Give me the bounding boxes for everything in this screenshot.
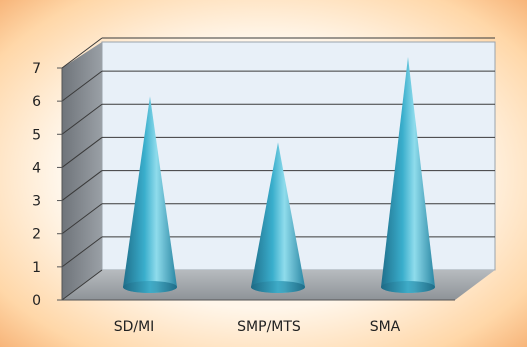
- gridline-side: [61, 236, 103, 268]
- cone-SD/MI: [123, 96, 177, 293]
- cone-base: [381, 281, 435, 293]
- cone-base: [251, 281, 305, 293]
- gridline-side: [61, 170, 103, 201]
- y-tick-label: 4: [32, 160, 41, 176]
- y-tick-label: 5: [32, 127, 41, 143]
- y-tick-label: 2: [32, 227, 41, 243]
- gridlines: [61, 37, 495, 301]
- cone-SMA: [381, 57, 435, 293]
- x-category-label: SD/MI: [114, 319, 155, 335]
- y-tick-label: 6: [32, 94, 41, 110]
- chart-side-wall: [62, 42, 102, 300]
- y-axis-ticks: 0 1 2 3 4 5 6 7: [32, 61, 62, 309]
- gridline-side: [61, 137, 103, 168]
- y-tick-label: 0: [32, 293, 41, 309]
- x-category-label: SMA: [370, 319, 401, 335]
- gridline-side: [61, 70, 103, 102]
- x-category-label: SMP/MTS: [237, 319, 301, 335]
- cones: [123, 57, 435, 293]
- cone-SMP/MTS: [251, 142, 305, 293]
- gridline-side: [61, 203, 103, 235]
- gridline-side: [61, 269, 103, 301]
- y-tick-label: 1: [32, 260, 41, 276]
- gridline-side: [61, 103, 103, 135]
- cone-base: [123, 281, 177, 293]
- y-tick-label: 3: [32, 194, 41, 210]
- gridline-side: [61, 37, 103, 69]
- x-axis-labels: SD/MI SMP/MTS SMA: [114, 319, 401, 335]
- y-tick-label: 7: [32, 61, 41, 77]
